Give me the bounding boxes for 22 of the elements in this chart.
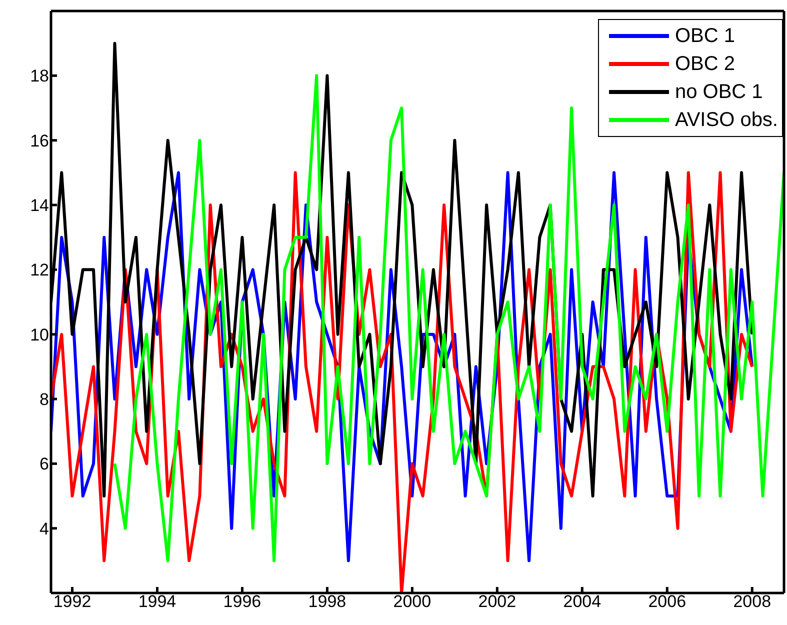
legend-label: OBC 2 <box>674 52 736 76</box>
x-tick-label: 2000 <box>393 592 432 612</box>
x-tick-label: 1994 <box>138 592 176 612</box>
y-tick-label: 14 <box>30 196 49 216</box>
x-tick-label: 2008 <box>733 592 772 612</box>
legend-label: OBC 1 <box>674 24 736 48</box>
x-tick-label: 2004 <box>563 592 602 612</box>
line-series <box>113 74 784 562</box>
y-tick-label: 8 <box>40 390 49 410</box>
y-tick-label: 12 <box>30 260 49 280</box>
x-tick-label: 2002 <box>478 592 516 612</box>
y-tick-label: 6 <box>40 454 49 474</box>
y-tick-label: 16 <box>30 131 49 150</box>
legend-label: no OBC 1 <box>674 80 763 104</box>
x-tick-label: 2006 <box>648 592 686 612</box>
legend-label: AVISO obs. <box>674 108 778 132</box>
y-tick-label: 18 <box>30 66 49 86</box>
y-tick-label: 10 <box>30 325 49 344</box>
x-tick-label: 1996 <box>223 592 262 612</box>
y-tick-label: 4 <box>40 519 49 538</box>
x-tick-label: 1998 <box>308 592 346 612</box>
x-tick-label: 1992 <box>53 592 92 612</box>
